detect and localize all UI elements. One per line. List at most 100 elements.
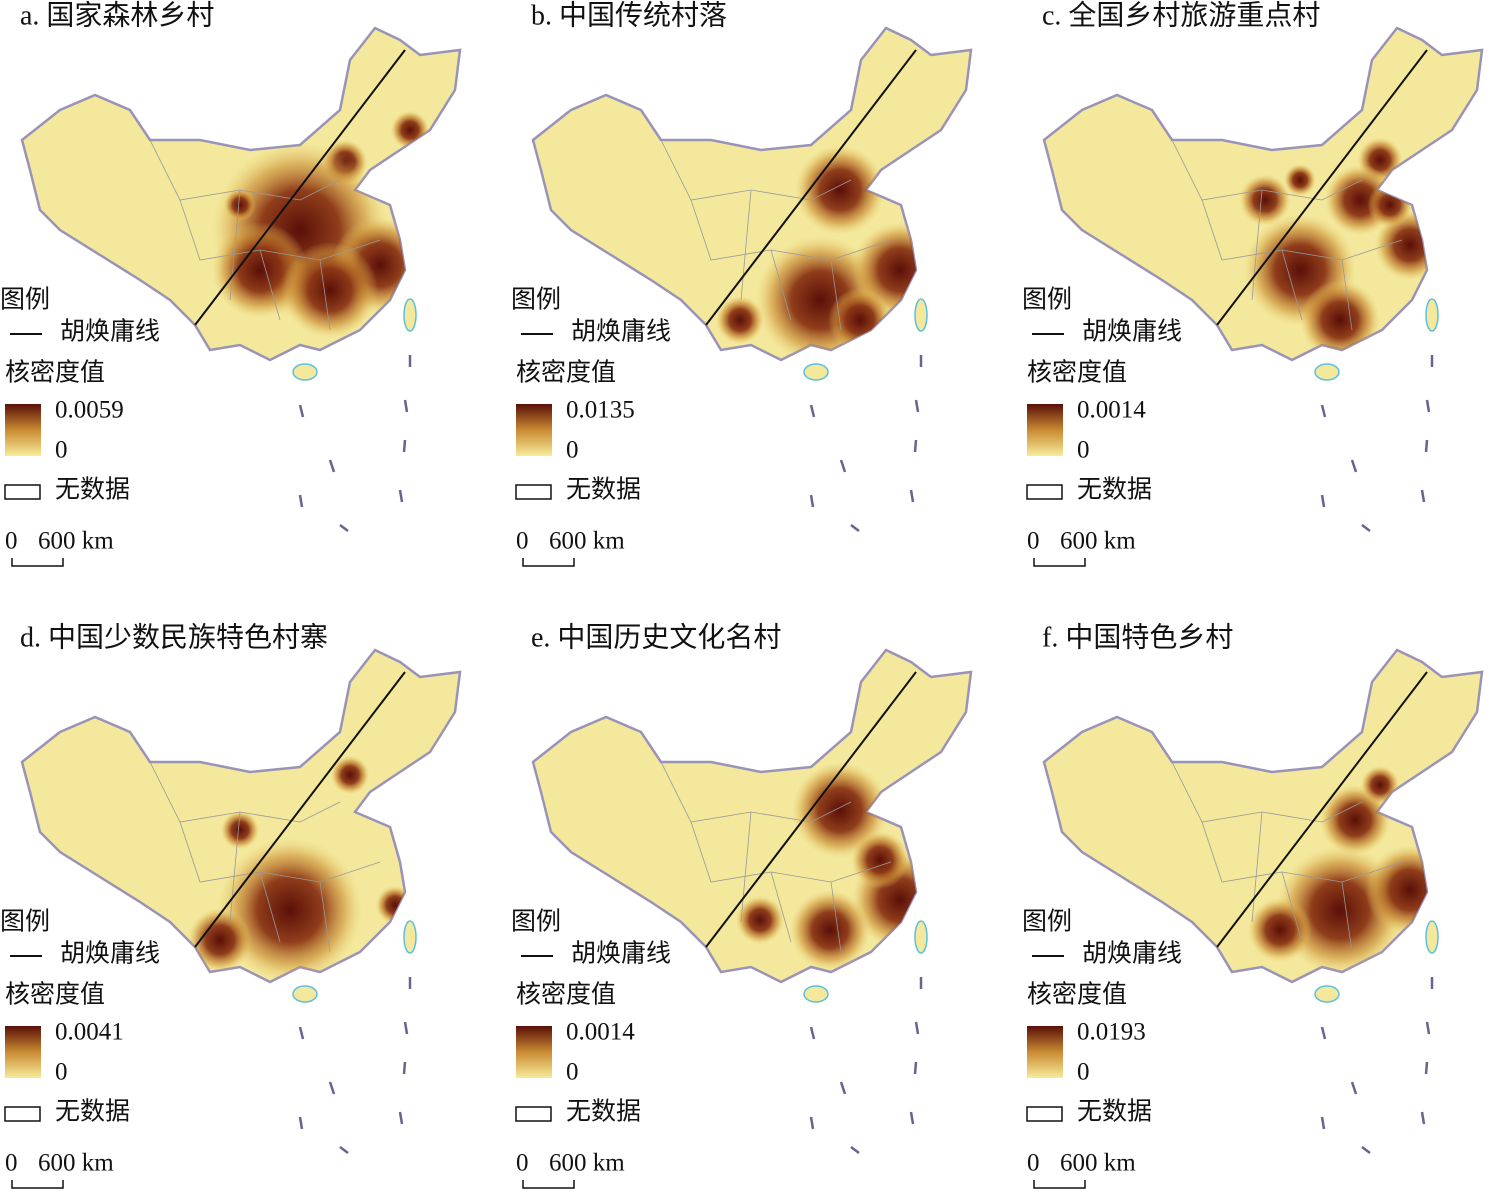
scale-label: 600 km <box>1060 1150 1136 1177</box>
nine-dash-line <box>1320 355 1434 532</box>
density-title: 核密度值 <box>5 359 105 387</box>
no-data-swatch <box>515 1106 552 1122</box>
density-hotspot <box>736 896 784 944</box>
legend-line-label: 胡焕庸线 <box>1082 940 1182 968</box>
province-borders <box>1171 761 1403 953</box>
nine-dash-line <box>298 977 412 1154</box>
density-hotspot <box>1367 182 1413 228</box>
density-ramp <box>516 404 552 456</box>
density-hotspot <box>1284 164 1316 196</box>
density-title: 核密度值 <box>516 359 616 387</box>
hainan-island <box>803 985 829 1003</box>
no-data-swatch <box>4 1106 41 1122</box>
legend-line-label: 胡焕庸线 <box>1082 318 1182 346</box>
density-hotspot <box>1360 765 1400 805</box>
density-title: 核密度值 <box>1027 359 1127 387</box>
scale-zero: 0 <box>516 528 529 555</box>
density-hotspot <box>790 890 870 970</box>
density-max: 0.0041 <box>55 1019 124 1046</box>
density-title: 核密度值 <box>1027 981 1127 1009</box>
scale-bar <box>1033 1180 1086 1189</box>
scale-bar <box>522 1180 575 1189</box>
no-data-label: 无数据 <box>566 476 641 504</box>
legend-title: 图例 <box>1022 286 1072 314</box>
legend-line-label: 胡焕庸线 <box>60 940 160 968</box>
legend-line-label: 胡焕庸线 <box>571 318 671 346</box>
density-hotspot <box>1239 174 1291 226</box>
hu-line <box>1216 671 1428 948</box>
no-data-swatch <box>4 484 41 500</box>
density-max: 0.0014 <box>1077 397 1146 424</box>
density-max: 0.0193 <box>1077 1019 1146 1046</box>
taiwan-island <box>1425 920 1439 954</box>
scale-label: 600 km <box>1060 528 1136 555</box>
no-data-label: 无数据 <box>55 476 130 504</box>
hainan-island <box>292 985 318 1003</box>
density-title: 核密度值 <box>5 981 105 1009</box>
no-data-label: 无数据 <box>1077 476 1152 504</box>
legend-line-label: 胡焕庸线 <box>571 940 671 968</box>
density-hotspot <box>218 838 362 982</box>
hu-line <box>1216 49 1428 326</box>
scale-bar <box>11 558 64 567</box>
province-borders <box>660 761 892 953</box>
scale-bar <box>522 558 575 567</box>
scale-zero: 0 <box>1027 528 1040 555</box>
density-ramp <box>516 1026 552 1078</box>
density-hotspot <box>1248 898 1312 962</box>
density-min: 0 <box>566 1059 579 1086</box>
density-min: 0 <box>1077 437 1090 464</box>
density-hotspot <box>188 908 252 972</box>
no-data-label: 无数据 <box>566 1098 641 1126</box>
density-hotspot <box>224 189 256 221</box>
density-hotspot <box>220 810 260 850</box>
hu-line <box>705 49 917 326</box>
panel-title: d. 中国少数民族特色村寨 <box>20 621 328 653</box>
no-data-label: 无数据 <box>1077 1098 1152 1126</box>
taiwan-island <box>403 920 417 954</box>
hainan-island <box>1314 985 1340 1003</box>
province-borders <box>1171 139 1403 331</box>
province-borders <box>660 139 892 331</box>
density-hotspot <box>792 762 888 858</box>
legend-title: 图例 <box>511 908 561 936</box>
scale-bar <box>11 1180 64 1189</box>
density-title: 核密度值 <box>516 981 616 1009</box>
hainan-island <box>803 363 829 381</box>
density-hotspot <box>795 145 885 235</box>
hu-line <box>705 671 917 948</box>
hainan-island <box>292 363 318 381</box>
province-borders <box>149 139 381 331</box>
density-hotspot <box>330 755 370 795</box>
density-min: 0 <box>55 437 68 464</box>
density-max: 0.0059 <box>55 397 124 424</box>
density-hotspot <box>282 242 378 338</box>
density-min: 0 <box>566 437 579 464</box>
density-hotspot <box>1300 280 1380 360</box>
scale-label: 600 km <box>549 528 625 555</box>
density-max: 0.0135 <box>566 397 635 424</box>
panel-title: c. 全国乡村旅游重点村 <box>1042 0 1320 31</box>
no-data-swatch <box>1026 484 1063 500</box>
hainan-island <box>1314 363 1340 381</box>
nine-dash-line <box>809 355 923 532</box>
no-data-swatch <box>1026 1106 1063 1122</box>
density-ramp <box>5 404 41 456</box>
scale-zero: 0 <box>1027 1150 1040 1177</box>
legend-title: 图例 <box>0 908 50 936</box>
taiwan-island <box>914 920 928 954</box>
hu-line <box>194 671 406 948</box>
density-hotspot <box>716 296 764 344</box>
nine-dash-line <box>298 355 412 532</box>
nine-dash-line <box>1320 977 1434 1154</box>
province-borders <box>149 761 381 953</box>
panel-title: b. 中国传统村落 <box>531 0 727 31</box>
density-ramp <box>1027 1026 1063 1078</box>
